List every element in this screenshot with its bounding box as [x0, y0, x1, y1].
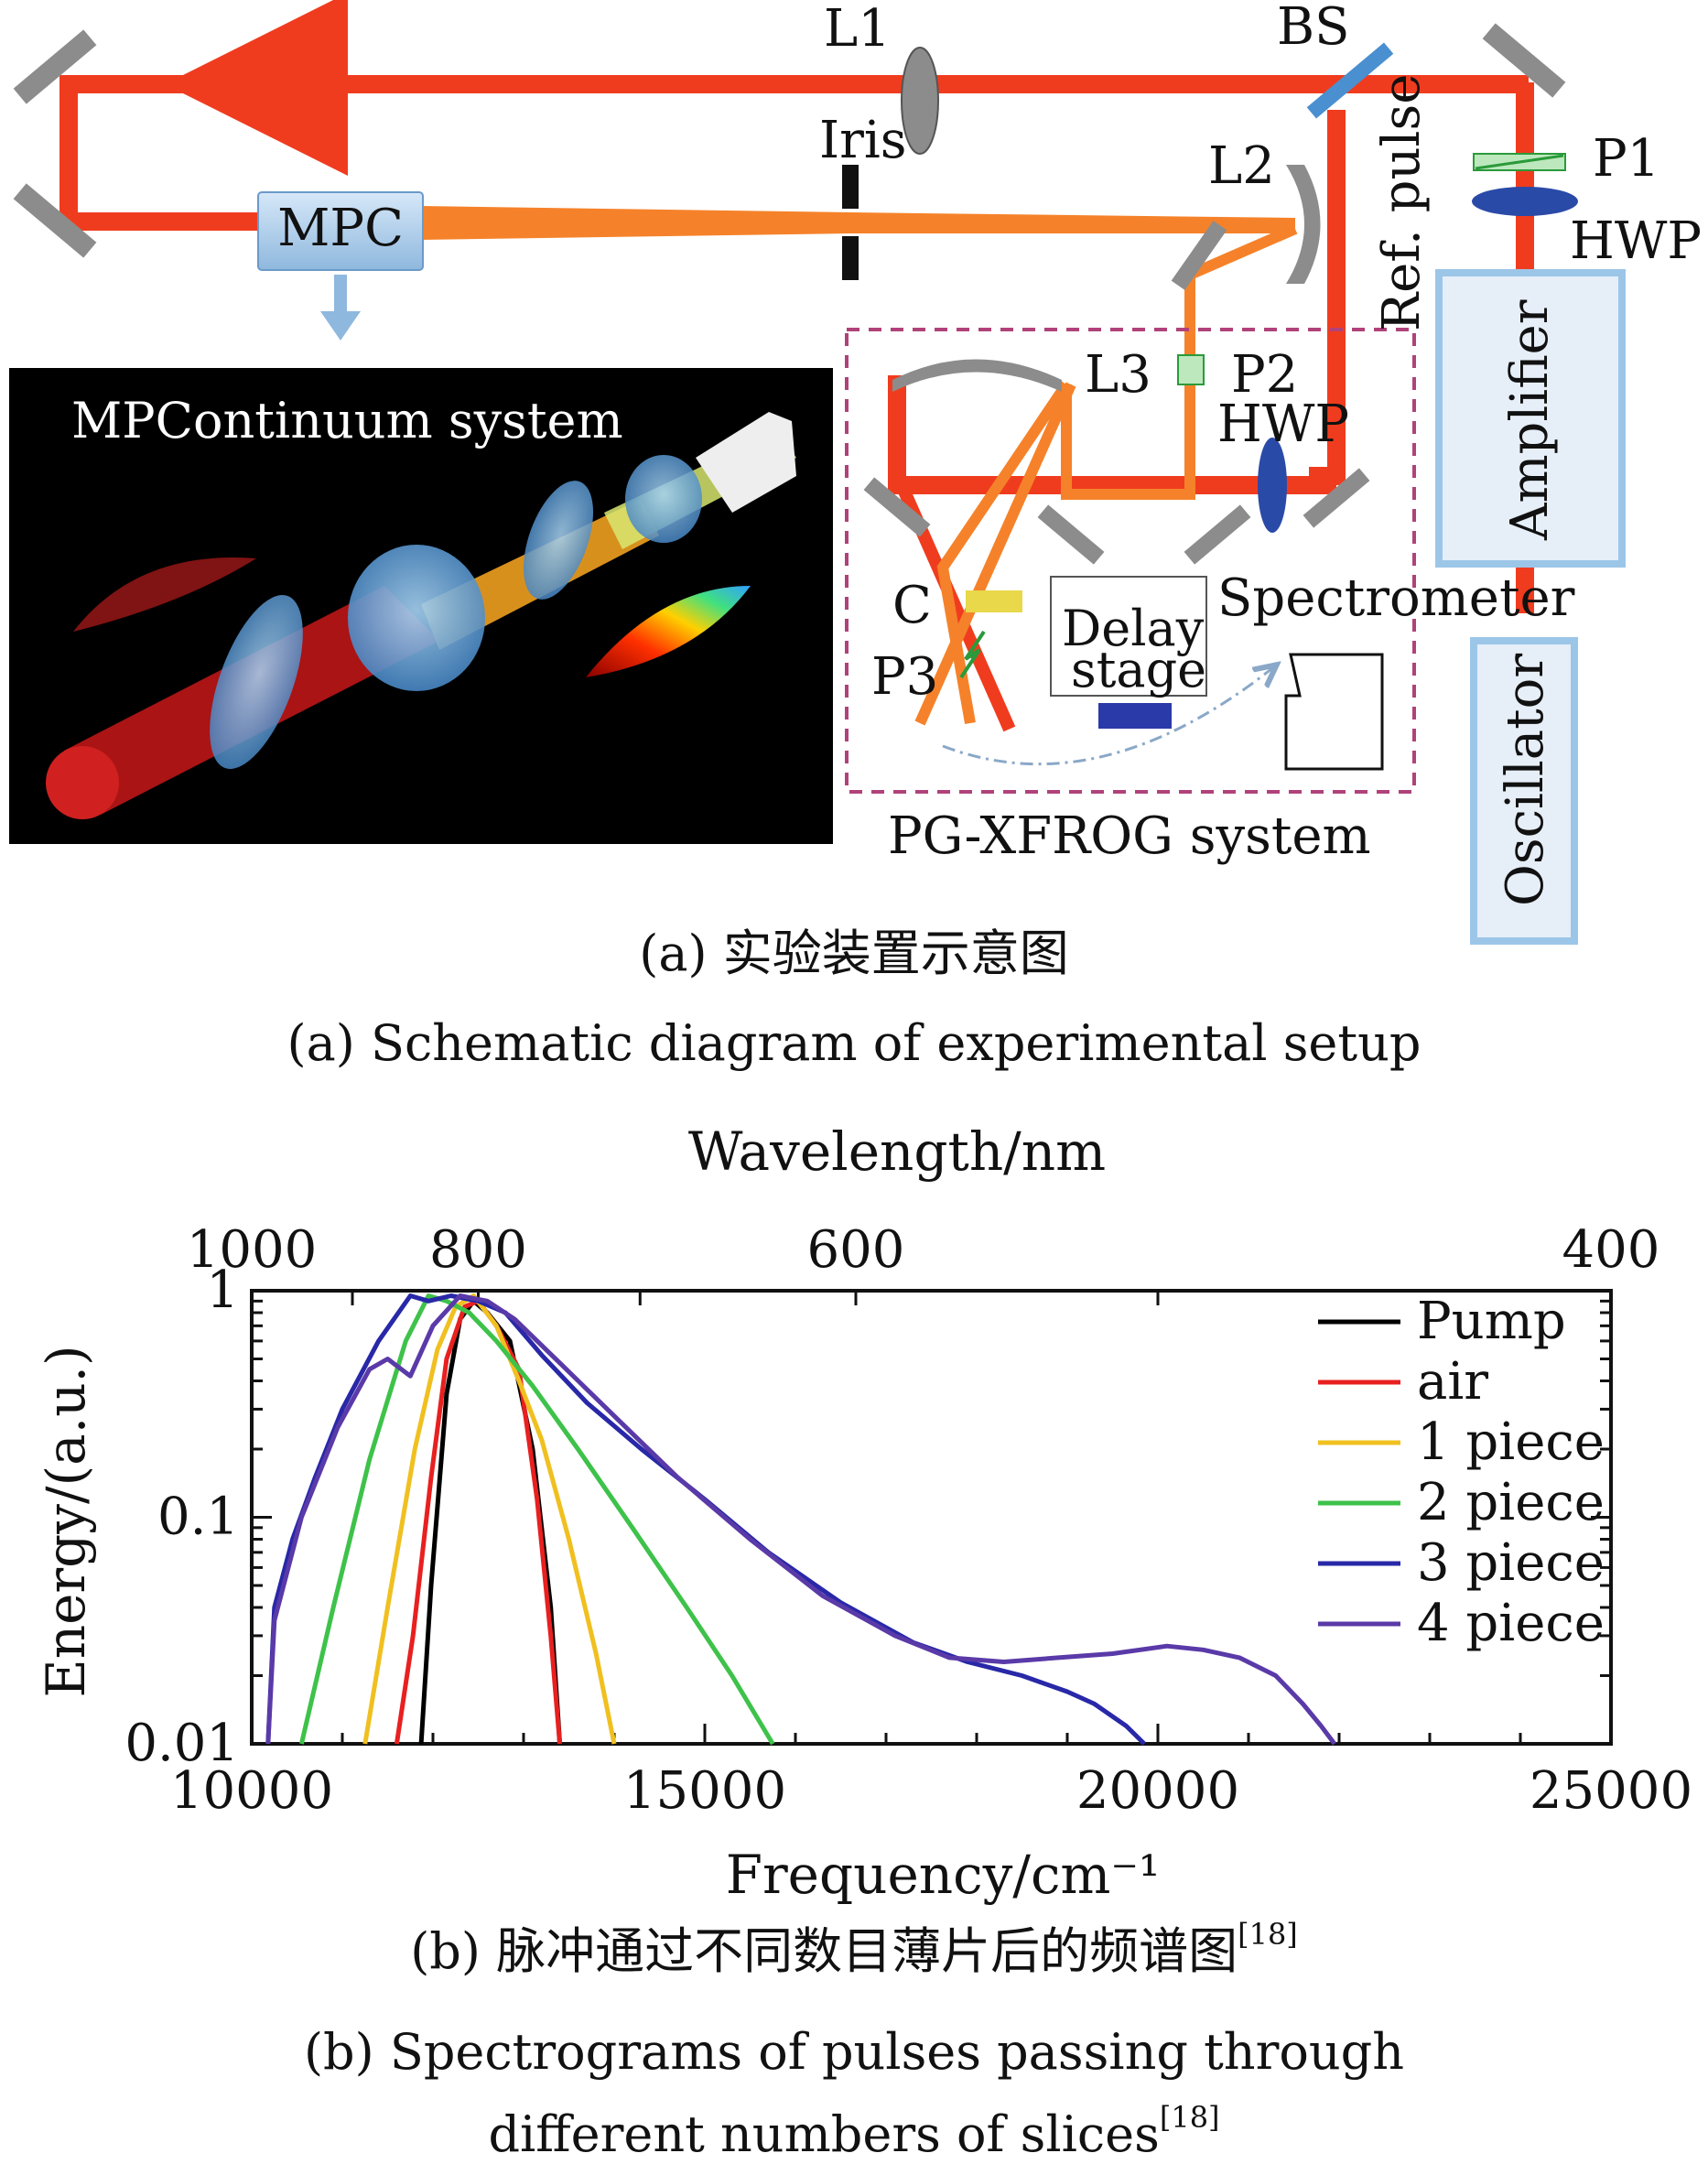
oscillator-box: [1470, 637, 1578, 945]
x-axis-ticks: 10000 15000 20000 25000: [170, 1724, 1692, 1821]
y-tick-label: 0.1: [157, 1488, 239, 1547]
label-p2: P2: [1231, 345, 1298, 405]
waveplate-hwp-mid: [1258, 438, 1287, 533]
series-lines: [265, 1293, 1336, 1746]
polarizer-p2: [1177, 354, 1205, 385]
legend-label: Pump: [1417, 1292, 1566, 1351]
legend-label: 2 piece: [1417, 1473, 1605, 1532]
legend-label: air: [1417, 1352, 1488, 1412]
label-bs: BS: [1277, 0, 1350, 57]
label-ref-pulse: Ref. pulse: [1372, 74, 1432, 331]
amplifier-box: [1435, 269, 1626, 568]
chart-x-axis-label: Frequency/cm⁻¹: [726, 1844, 1161, 1906]
y-tick-label: 1: [206, 1261, 239, 1320]
signal-path: [942, 668, 1272, 766]
legend-label: 1 piece: [1417, 1412, 1605, 1472]
x-tick-label: 20000: [1076, 1761, 1239, 1821]
series-line-3-piece: [265, 1293, 1146, 1746]
mirror-l3: [892, 359, 1062, 392]
label-spectrometer: Spectrometer: [1217, 568, 1575, 628]
label-hwp-top: HWP: [1570, 211, 1702, 271]
caption-b-ref-2: [18]: [1159, 2100, 1220, 2135]
caption-b-zh-text: (b) 脉冲通过不同数目薄片后的频谱图: [410, 1922, 1238, 1980]
label-hwp-mid: HWP: [1217, 395, 1349, 454]
caption-a-zh: (a) 实验装置示意图: [639, 925, 1069, 982]
label-c: C: [892, 576, 932, 635]
series-line-2-piece: [298, 1293, 775, 1746]
x-tick-label: 10000: [170, 1761, 333, 1821]
x-tick-label: 25000: [1530, 1761, 1692, 1821]
lens-l1: [901, 47, 939, 155]
series-line-4-piece: [265, 1293, 1336, 1746]
mpc-box: [257, 191, 424, 271]
series-line-air: [394, 1298, 563, 1745]
caption-b-en-line2-text: different numbers of slices: [488, 2105, 1160, 2163]
label-amplifier: Amplifier: [1500, 299, 1560, 541]
delay-stage-box: [1050, 576, 1207, 697]
y-tick-label: 0.01: [124, 1714, 239, 1773]
plot-frame: [250, 1289, 1613, 1746]
lens-l2: [1286, 165, 1321, 284]
y-axis-ticks: 0.01 0.1 1: [124, 1261, 1611, 1773]
spectrum-chart: Wavelength/nm 1000 800 600 400 0.01 0.1 1 100…: [35, 1120, 1692, 1906]
polarizer-p3: [959, 630, 986, 679]
label-p1: P1: [1593, 129, 1659, 189]
top-tick-label: 600: [807, 1220, 905, 1280]
spectrometer-box: [1284, 653, 1384, 771]
beam-splitter: [1306, 42, 1394, 119]
mpcontinuum-label: MPContinuum system: [71, 392, 623, 449]
legend-label: 4 piece: [1417, 1594, 1605, 1653]
iris-icon: [842, 165, 859, 280]
beam-orange: [421, 206, 1295, 240]
mirror-icon: [13, 23, 1566, 565]
waveplate-hwp-top: [1472, 187, 1578, 216]
legend-label: 3 piece: [1417, 1533, 1605, 1593]
label-l2: L2: [1208, 136, 1275, 196]
top-tick-label: 400: [1562, 1220, 1660, 1280]
plot-area: [250, 1289, 1613, 1746]
series-line-1-piece: [362, 1293, 617, 1745]
label-l3: L3: [1085, 345, 1151, 405]
x-tick-label: 15000: [623, 1761, 786, 1821]
label-iris: Iris: [819, 111, 907, 170]
caption-b-en-line2: different numbers of slices[18]: [0, 2103, 1708, 2164]
caption-b-en-line1: (b) Spectrograms of pulses passing throu…: [303, 2023, 1405, 2081]
caption-a-en: (a) Schematic diagram of experimental se…: [286, 1014, 1422, 1072]
label-oscillator: Oscillator: [1496, 654, 1555, 906]
delay-stage-base: [1098, 703, 1172, 729]
setup-diagram: MPC MPContinuum system: [9, 0, 1702, 945]
label-delay: Delay: [1062, 600, 1205, 657]
mpc-label: MPC: [277, 199, 404, 258]
mpcontinuum-inset: MPContinuum system: [9, 368, 833, 844]
caption-b-ref: [18]: [1238, 1917, 1298, 1952]
top-tick-label: 800: [429, 1220, 527, 1280]
label-stage: stage: [1071, 641, 1206, 698]
label-pgxfrog: PG-XFROG system: [888, 806, 1371, 866]
chart-top-axis-label: Wavelength/nm: [688, 1120, 1106, 1183]
top-axis-ticks: 1000 800 600 400: [187, 1220, 1660, 1305]
top-tick-label: 1000: [187, 1220, 318, 1280]
label-p3: P3: [871, 647, 938, 707]
label-l1: L1: [824, 0, 891, 59]
chart-y-axis-label: Energy/(a.u.): [35, 1345, 97, 1697]
crystal-c: [966, 590, 1022, 612]
caption-b-zh: (b) 脉冲通过不同数目薄片后的频谱图[18]: [0, 1920, 1708, 1981]
pgxfrog-frame: [845, 328, 1416, 794]
